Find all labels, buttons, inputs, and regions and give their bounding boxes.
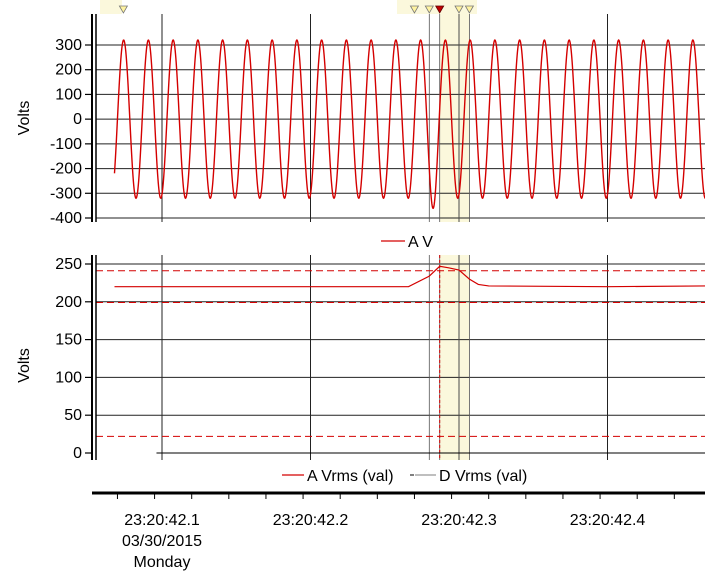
bottom-y-tick-label: 200	[55, 294, 82, 311]
bottom-y-tick-label: 0	[73, 445, 82, 462]
time-tick-label: 23:20:42.2	[273, 512, 349, 529]
bottom-y-tick-label: 50	[64, 407, 82, 424]
top-y-tick-label: 300	[55, 37, 82, 54]
time-tick-label: 23:20:42.4	[570, 512, 646, 529]
top-y-tick-label: 200	[55, 62, 82, 79]
top-y-axis-label: Volts	[16, 101, 33, 136]
top-y-tick-label: -400	[50, 210, 82, 227]
event-marker-strip-left	[100, 0, 122, 14]
time-tick-label: 23:20:42.1	[124, 512, 200, 529]
time-tick-label: 23:20:42.3	[421, 512, 497, 529]
top-y-tick-label: -300	[50, 185, 82, 202]
top-y-tick-label: 0	[73, 111, 82, 128]
legend-d-vrms-label: D Vrms (val)	[439, 468, 527, 485]
bottom-y-tick-label: 250	[55, 256, 82, 273]
top-y-tick-label: -100	[50, 136, 82, 153]
series-a-vrms-line	[114, 266, 705, 286]
weekday-label: Monday	[134, 554, 191, 571]
highlight-band-bottom	[440, 255, 470, 460]
bottom-y-axis-label: Volts	[16, 348, 33, 383]
series-a-v-line	[114, 40, 705, 208]
bottom-y-tick-label: 100	[55, 369, 82, 386]
top-y-tick-label: 100	[55, 86, 82, 103]
legend-a-vrms-label: A Vrms (val)	[307, 468, 394, 485]
legend-a-v-label: A V	[408, 234, 433, 251]
bottom-y-tick-label: 150	[55, 332, 82, 349]
top-y-tick-label: -200	[50, 161, 82, 178]
date-label: 03/30/2015	[122, 533, 202, 550]
